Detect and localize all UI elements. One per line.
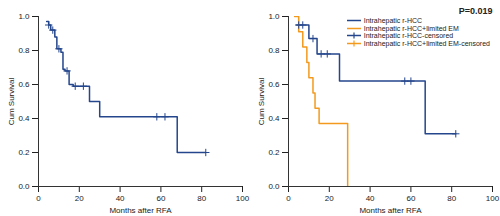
svg-text:0.2: 0.2 <box>268 148 280 157</box>
svg-text:0.2: 0.2 <box>18 148 30 157</box>
svg-text:1.0: 1.0 <box>18 12 30 21</box>
svg-text:40: 40 <box>366 194 375 203</box>
svg-text:0.0: 0.0 <box>18 182 30 191</box>
svg-text:Cum Survival: Cum Survival <box>7 78 16 126</box>
html-text:Intrahepatic r-HCC+limited EM: Intrahepatic r-HCC+limited EM <box>363 24 459 32</box>
svg-text:0.8: 0.8 <box>268 46 280 55</box>
svg-text:0: 0 <box>286 194 291 203</box>
svg-text:Months after RFA: Months after RFA <box>359 206 422 215</box>
svg-text:0: 0 <box>36 194 41 203</box>
svg-text:20: 20 <box>325 194 334 203</box>
svg-text:Months after RFA: Months after RFA <box>109 206 172 215</box>
html-text:Intrahepatic r-HCC+limited EM-: Intrahepatic r-HCC+limited EM-censored <box>363 39 490 47</box>
svg-text:100: 100 <box>236 194 250 203</box>
svg-text:1.0: 1.0 <box>268 12 280 21</box>
svg-text:60: 60 <box>406 194 415 203</box>
svg-text:80: 80 <box>447 194 456 203</box>
svg-text:0.4: 0.4 <box>18 114 30 123</box>
svg-text:40: 40 <box>116 194 125 203</box>
svg-text:60: 60 <box>156 194 165 203</box>
svg-text:0.0: 0.0 <box>268 182 280 191</box>
svg-text:0.8: 0.8 <box>18 46 30 55</box>
svg-text:Cum Survival: Cum Survival <box>257 78 266 126</box>
svg-text:0.6: 0.6 <box>268 80 280 89</box>
svg-text:P=0.019: P=0.019 <box>459 6 493 16</box>
svg-text:80: 80 <box>197 194 206 203</box>
svg-text:100: 100 <box>486 194 500 203</box>
html-text:Intrahepatic r-HCC-censored: Intrahepatic r-HCC-censored <box>363 32 454 39</box>
svg-text:20: 20 <box>75 194 84 203</box>
html-text:Intrahepatic r-HCC: Intrahepatic r-HCC <box>363 17 423 24</box>
svg-text:0.4: 0.4 <box>268 114 280 123</box>
svg-text:0.6: 0.6 <box>18 80 30 89</box>
